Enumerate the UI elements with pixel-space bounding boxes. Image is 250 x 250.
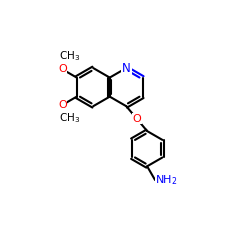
Text: N: N [122, 62, 130, 74]
Text: CH$_3$: CH$_3$ [59, 111, 80, 125]
Text: CH$_3$: CH$_3$ [59, 49, 80, 63]
Text: O: O [58, 64, 67, 74]
Text: O: O [58, 100, 67, 110]
Text: O: O [132, 114, 141, 124]
Text: NH$_2$: NH$_2$ [155, 173, 178, 187]
